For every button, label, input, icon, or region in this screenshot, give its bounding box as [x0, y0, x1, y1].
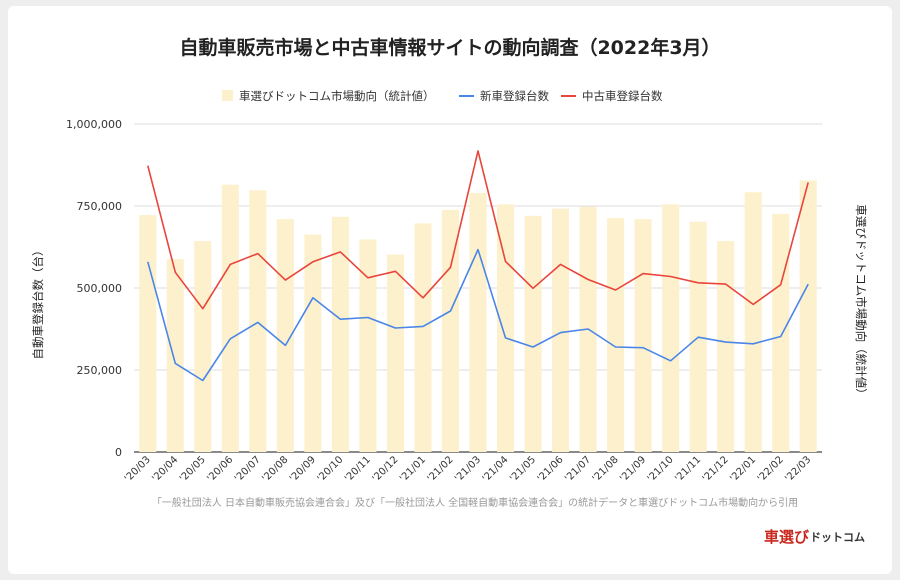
bar — [772, 213, 790, 452]
y-tick-label: 1,000,000 — [66, 118, 122, 131]
x-tick-label: '21/09 — [618, 454, 648, 484]
bar — [414, 223, 432, 452]
bar — [331, 216, 349, 452]
x-tick-label: '21/11 — [673, 454, 703, 484]
bar — [359, 239, 377, 452]
logo-main-text: 車選び — [764, 528, 809, 546]
x-tick-label: '21/02 — [425, 454, 455, 484]
x-tick-label: '21/01 — [398, 454, 428, 484]
x-tick-label: '20/09 — [288, 454, 318, 484]
bar — [249, 190, 267, 453]
y-tick-label: 750,000 — [77, 200, 123, 213]
bar — [386, 254, 404, 452]
y-axis-ticks: 1,000,000 750,000 500,000 250,000 0 — [66, 118, 122, 459]
bar — [717, 241, 735, 452]
bar — [304, 234, 322, 452]
y-tick-label: 500,000 — [77, 282, 123, 295]
y-tick-label: 0 — [115, 446, 122, 459]
x-tick-label: '21/06 — [536, 454, 566, 484]
x-tick-label: '20/12 — [370, 454, 400, 484]
bar — [552, 208, 570, 452]
x-tick-label: '22/03 — [783, 454, 813, 484]
x-tick-label: '21/12 — [701, 454, 731, 484]
bar — [139, 215, 157, 452]
x-tick-label: '21/03 — [453, 454, 483, 484]
bar — [744, 192, 762, 452]
y-tick-label: 250,000 — [77, 364, 123, 377]
bar — [194, 241, 212, 452]
x-tick-label: '21/05 — [508, 454, 538, 484]
logo-sub-text: ドットコム — [810, 531, 865, 544]
x-tick-label: '22/01 — [728, 454, 758, 484]
x-tick-label: '21/07 — [563, 454, 593, 484]
x-tick-label: '20/08 — [260, 454, 290, 484]
series-line-new — [147, 248, 809, 382]
bar — [634, 219, 652, 452]
x-tick-label: '20/07 — [233, 454, 263, 484]
x-axis-ticks: '20/03'20/04'20/05'20/06'20/07'20/08'20/… — [123, 454, 814, 484]
line-series — [147, 150, 809, 382]
logo: 車選び ドットコム — [764, 528, 865, 546]
legend-label-new: 新車登録台数 — [480, 89, 549, 103]
source-note: 「一般社団法人 日本自動車販売協会連合会」及び「一般社団法人 全国軽自動車協会連… — [152, 496, 798, 509]
legend-swatch-bars — [222, 90, 233, 101]
y-axis-title-right: 車選びドットコム市場動向（統計値） — [854, 204, 868, 400]
bar — [221, 184, 239, 452]
x-tick-label: '20/05 — [178, 454, 208, 484]
bar-series — [139, 180, 817, 453]
x-tick-label: '20/10 — [315, 454, 345, 484]
x-tick-label: '21/04 — [481, 454, 511, 484]
x-tick-label: '20/06 — [205, 454, 235, 484]
y-axis-title-left: 自動車登録台数（台） — [31, 245, 45, 360]
bar — [799, 180, 817, 452]
bar — [469, 192, 487, 452]
legend: 車選びドットコム市場動向（統計値） 新車登録台数 中古車登録台数 — [222, 89, 663, 103]
bar — [441, 209, 460, 452]
x-tick-label: '21/10 — [646, 454, 676, 484]
bar — [607, 218, 625, 452]
x-tick-label: '20/03 — [123, 454, 153, 484]
x-tick-label: '21/08 — [591, 454, 621, 484]
series-line-used — [147, 150, 809, 310]
x-tick-label: '22/02 — [756, 454, 786, 484]
bar — [496, 204, 515, 452]
bar — [166, 259, 184, 452]
x-tick-label: '20/04 — [150, 454, 180, 484]
legend-label-bars: 車選びドットコム市場動向（統計値） — [239, 89, 435, 103]
bar — [662, 204, 680, 452]
bar — [524, 215, 542, 452]
legend-label-used: 中古車登録台数 — [582, 89, 663, 103]
x-tick-label: '20/11 — [343, 454, 373, 484]
chart-title: 自動車販売市場と中古車情報サイトの動向調査（2022年3月） — [179, 36, 720, 59]
